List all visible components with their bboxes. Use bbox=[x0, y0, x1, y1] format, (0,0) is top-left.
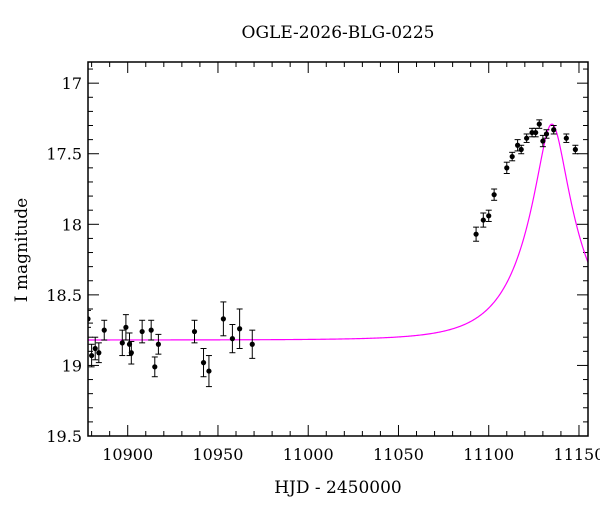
data-point-marker bbox=[155, 341, 161, 347]
chart-title: OGLE-2026-BLG-0225 bbox=[242, 23, 435, 43]
y-tick-label: 19.5 bbox=[46, 427, 82, 446]
data-point bbox=[485, 209, 492, 222]
data-point bbox=[220, 301, 227, 337]
data-point-marker bbox=[126, 341, 133, 347]
data-point-marker bbox=[229, 336, 236, 342]
data-point bbox=[509, 151, 516, 162]
axis-ticks bbox=[88, 62, 588, 437]
y-tick-label: 17 bbox=[62, 74, 82, 93]
data-point bbox=[563, 133, 570, 143]
data-point-marker bbox=[533, 129, 539, 136]
data-point bbox=[523, 133, 530, 143]
data-point bbox=[139, 319, 146, 344]
data-point-marker bbox=[128, 350, 134, 356]
data-point bbox=[539, 134, 546, 148]
data-point-marker bbox=[92, 345, 98, 352]
data-point-marker bbox=[101, 327, 107, 333]
data-point-marker bbox=[152, 364, 158, 370]
y-tick-label: 18.5 bbox=[46, 286, 82, 305]
data-point-marker bbox=[249, 341, 255, 347]
data-point bbox=[155, 333, 162, 355]
data-point-marker bbox=[237, 326, 243, 332]
y-axis-label: I magnitude bbox=[12, 198, 32, 302]
model-curve bbox=[88, 123, 588, 341]
data-point bbox=[205, 355, 212, 388]
data-point-marker bbox=[123, 324, 129, 330]
data-point bbox=[532, 127, 539, 138]
data-point-marker bbox=[119, 340, 125, 346]
data-point bbox=[200, 347, 207, 378]
x-tick-label: 11150 bbox=[554, 445, 600, 464]
plot-frame bbox=[87, 61, 589, 437]
data-point bbox=[536, 119, 543, 129]
data-point-marker bbox=[480, 217, 486, 223]
data-point bbox=[518, 144, 525, 155]
data-point bbox=[514, 139, 521, 152]
data-point bbox=[229, 324, 236, 354]
data-point bbox=[151, 356, 158, 378]
x-tick-label: 10900 bbox=[102, 445, 153, 464]
data-point-marker bbox=[509, 153, 515, 160]
data-point bbox=[119, 329, 126, 357]
data-point bbox=[503, 161, 510, 174]
data-point-marker bbox=[139, 328, 145, 335]
data-point bbox=[191, 319, 198, 344]
data-point bbox=[480, 212, 487, 228]
y-tick-label: 19 bbox=[62, 356, 82, 375]
data-point-marker bbox=[515, 142, 521, 148]
data-points bbox=[88, 119, 579, 388]
data-point-marker bbox=[524, 135, 530, 141]
data-point bbox=[95, 342, 102, 364]
x-tick-label: 11050 bbox=[373, 445, 424, 464]
data-point bbox=[572, 144, 579, 155]
data-point bbox=[148, 319, 155, 341]
data-point-marker bbox=[96, 350, 102, 356]
y-tick-label: 17.5 bbox=[46, 145, 82, 164]
data-point-marker bbox=[220, 316, 226, 322]
y-tick-label: 18 bbox=[62, 215, 82, 234]
tick-labels: 10900 10950 11000 11050 11100 11150 17 17.5 18 18… bbox=[46, 74, 600, 464]
x-tick-label: 11100 bbox=[463, 445, 514, 464]
data-point bbox=[550, 125, 557, 135]
data-point bbox=[543, 129, 550, 139]
data-point-marker bbox=[540, 138, 546, 144]
data-point bbox=[122, 314, 129, 341]
data-point-marker bbox=[551, 127, 557, 133]
data-point-marker bbox=[191, 328, 198, 335]
data-point-marker bbox=[543, 131, 550, 137]
data-point-marker bbox=[473, 231, 479, 237]
data-point bbox=[236, 308, 243, 349]
data-point-marker bbox=[563, 135, 569, 141]
data-point bbox=[473, 226, 480, 242]
x-axis-label: HJD - 2450000 bbox=[274, 478, 402, 498]
data-point bbox=[249, 329, 256, 359]
data-point-marker bbox=[529, 129, 535, 136]
data-point-marker bbox=[148, 327, 154, 333]
data-point-marker bbox=[504, 165, 510, 171]
data-point bbox=[101, 319, 108, 341]
data-point bbox=[491, 188, 498, 201]
data-point bbox=[88, 343, 95, 368]
data-point-marker bbox=[200, 360, 207, 366]
data-point-marker bbox=[89, 352, 95, 359]
x-tick-label: 10950 bbox=[193, 445, 244, 464]
data-point-marker bbox=[518, 146, 524, 153]
data-point-marker bbox=[206, 368, 212, 374]
data-point-marker bbox=[486, 213, 492, 219]
data-point-marker bbox=[491, 192, 497, 198]
data-point bbox=[128, 340, 135, 365]
data-point-marker bbox=[572, 146, 578, 153]
x-tick-label: 11000 bbox=[283, 445, 334, 464]
data-point bbox=[92, 336, 99, 361]
data-point-marker bbox=[536, 121, 542, 127]
